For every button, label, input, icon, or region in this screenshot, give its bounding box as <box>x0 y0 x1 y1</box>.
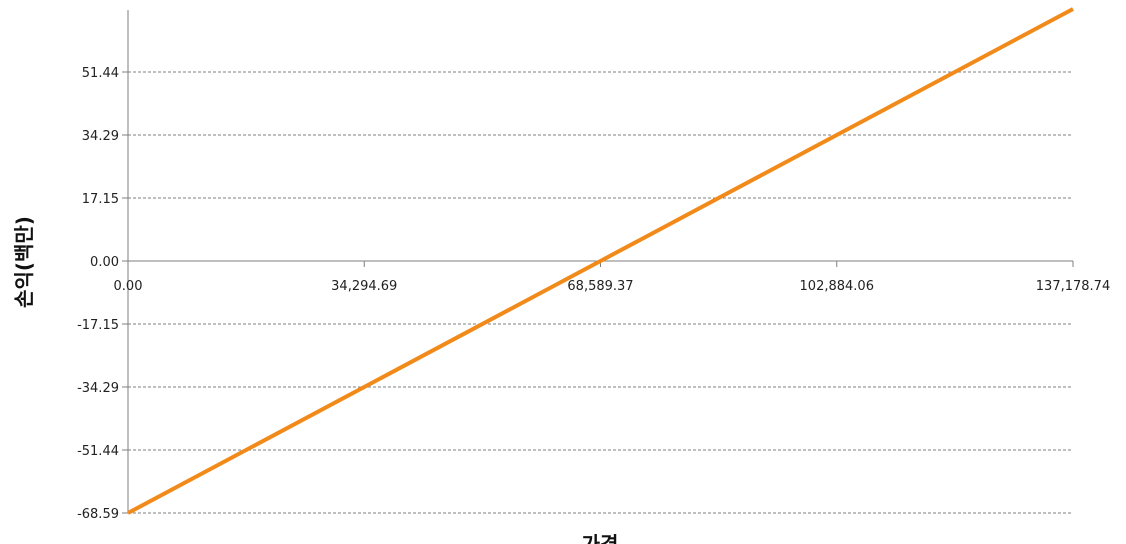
gridlines <box>128 71 1073 514</box>
x-axis-title: 가격 <box>582 532 619 544</box>
y-tick-label: 51.44 <box>82 66 119 81</box>
y-tick-label: -34.29 <box>77 381 119 396</box>
series-layer <box>127 7 1074 515</box>
x-tick-label: 0.00 <box>114 279 143 294</box>
y-tick-label: -51.44 <box>77 444 119 459</box>
x-tick-label: 34,294.69 <box>331 279 397 294</box>
x-tick-label: 137,178.74 <box>1036 279 1110 294</box>
y-tick-label: 0.00 <box>90 255 119 270</box>
y-tick-label: -17.15 <box>77 318 119 333</box>
y-tick-label: 34.29 <box>82 129 119 144</box>
y-axis-title: 손익(백만) <box>12 216 36 308</box>
series-line <box>127 7 1074 515</box>
tick-labels: 51.44 34.29 17.15 0.00 -17.15 -34.29 -51.44 -68… <box>77 66 1110 522</box>
x-tick-label: 68,589.37 <box>567 279 633 294</box>
x-tick-label: 102,884.06 <box>800 279 874 294</box>
y-tick-label: -68.59 <box>77 507 119 522</box>
y-tick-label: 17.15 <box>82 192 119 207</box>
